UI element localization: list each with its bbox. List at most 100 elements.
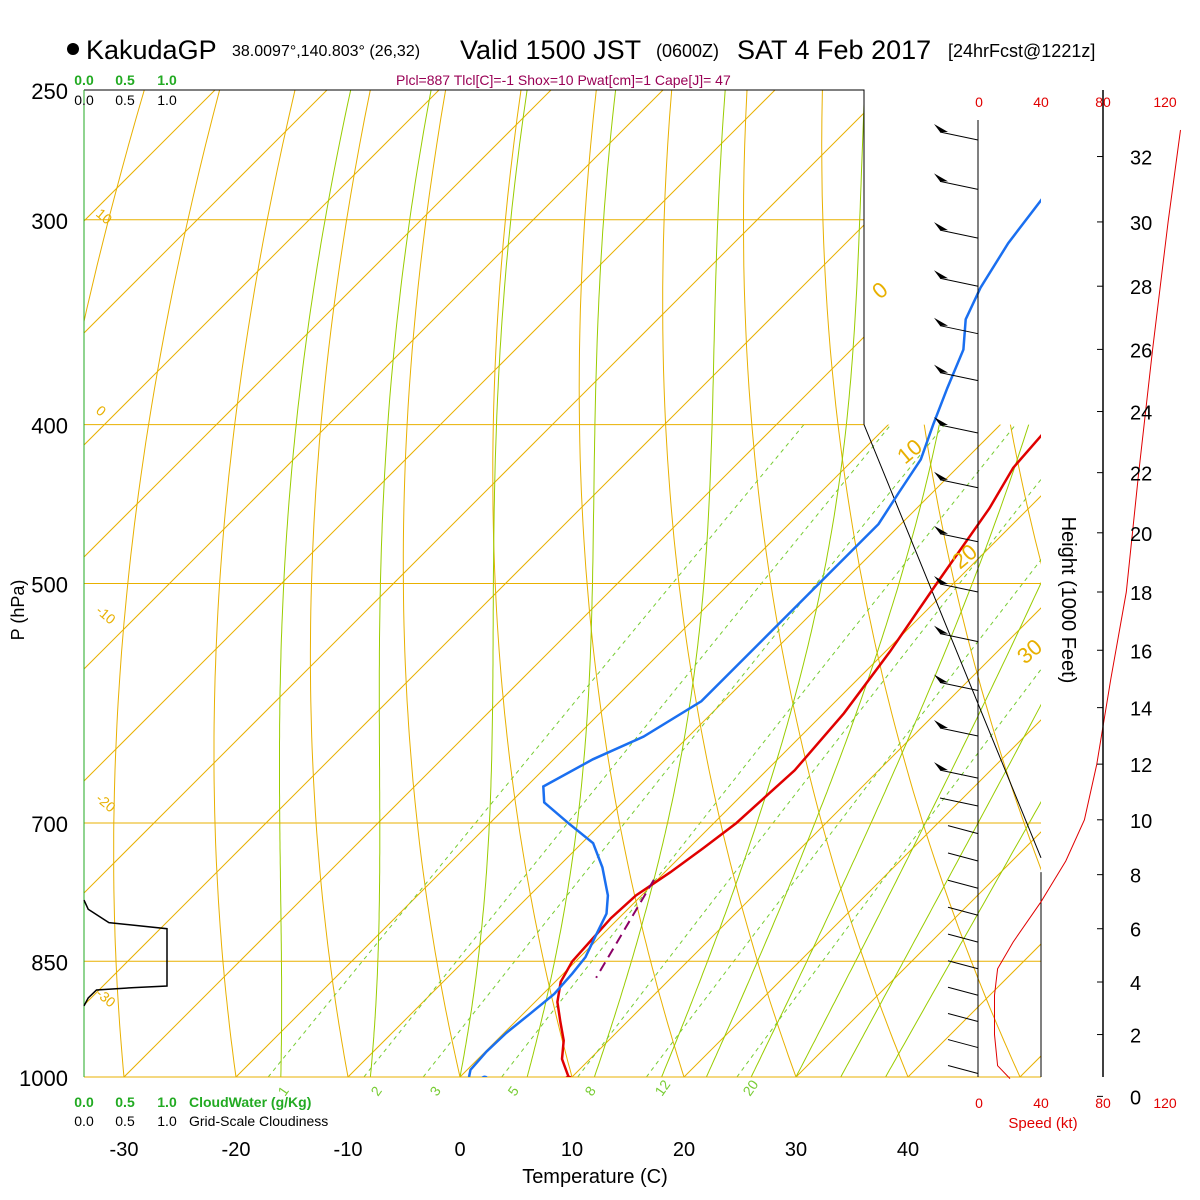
wind-barb — [939, 180, 979, 190]
cloud-water-label: CloudWater (g/Kg) — [189, 1094, 311, 1110]
height-tick-label: 28 — [1130, 277, 1152, 299]
cloudiness-scale-top-label: 1.0 — [157, 92, 177, 108]
temperature-tick-label: 30 — [785, 1139, 807, 1161]
moist-adiabat-label: 20 — [947, 539, 982, 574]
height-tick-label: 0 — [1130, 1087, 1141, 1109]
wind-barb — [939, 533, 979, 543]
wind-barb — [939, 633, 979, 643]
wind-barb — [939, 277, 979, 287]
zulu-time: (0600Z) — [656, 41, 719, 61]
pressure-tick-label: 500 — [31, 573, 68, 598]
y-axis-label: P (hPa) — [8, 580, 28, 641]
sounding-indices: Plcl=887 Tlcl[C]=-1 Shox=10 Pwat[cm]=1 C… — [396, 72, 731, 88]
mixing-ratio-line — [267, 424, 805, 1077]
wind-barb — [947, 1039, 979, 1049]
mixing-ratio-label: 20 — [739, 1077, 761, 1099]
moist-adiabat-line — [279, 90, 352, 1077]
temperature-tick-label: 10 — [561, 1139, 583, 1161]
height-tick-label: 16 — [1130, 641, 1152, 663]
sounding-series — [467, 198, 1041, 1077]
cloud-scale-top-label: 1.0 — [157, 72, 177, 88]
isotherm-line — [84, 90, 552, 558]
height-tick-label: 4 — [1130, 973, 1141, 995]
height-tick-label: 32 — [1130, 148, 1152, 170]
mixing-ratio-label: 2 — [367, 1083, 385, 1099]
wind-barb — [947, 1065, 979, 1074]
isotherm-line — [1019, 1055, 1041, 1077]
speed-bottom-label: 0 — [975, 1095, 983, 1111]
valid-date: SAT 4 Feb 2017 — [737, 35, 931, 65]
dry-adiabat-line — [492, 90, 573, 1077]
wind-barb — [939, 769, 979, 779]
wind-barb-flag — [934, 525, 948, 534]
cloud-scale-top-label: 0.0 — [74, 72, 94, 88]
cloud-scale-bottom-label: 0.0 — [74, 1094, 94, 1110]
surface-dewpoint-point — [481, 1075, 488, 1077]
cloudiness-scale-top-label: 0.0 — [74, 92, 94, 108]
valid-time: Valid 1500 JST — [460, 35, 641, 65]
dry-adiabat-line — [821, 90, 1021, 1077]
wind-barb — [939, 325, 979, 335]
moist-adiabat-line — [459, 90, 528, 1077]
wind-barb — [947, 825, 979, 835]
moist-adiabat-label: 30 — [1012, 634, 1047, 669]
wind-barb — [939, 479, 979, 489]
height-tick-label: 8 — [1130, 866, 1141, 888]
dry-adiabat-line — [309, 90, 371, 1077]
moist-adiabat-line — [526, 90, 617, 1077]
wind-barb-flag — [934, 124, 948, 133]
dry-adiabat-line — [742, 90, 909, 1077]
dry-adiabat-line — [578, 90, 685, 1077]
height-tick-label: 14 — [1130, 699, 1152, 721]
wind-barb-flag — [934, 674, 948, 683]
wind-barb-flag — [934, 471, 948, 480]
wind-barb — [947, 1013, 979, 1022]
x-axis-label: Temperature (C) — [522, 1166, 668, 1188]
wind-barb — [947, 906, 979, 916]
speed-bottom-label: 120 — [1153, 1095, 1177, 1111]
wind-barb — [939, 583, 979, 593]
dry-adiabat-label: -20 — [93, 790, 119, 815]
pressure-tick-label: 700 — [31, 812, 68, 837]
moist-adiabat-line — [795, 581, 1041, 1077]
station-dot-icon — [67, 43, 79, 55]
speed-bottom-label: 80 — [1095, 1095, 1111, 1111]
wind-barb — [939, 131, 979, 141]
series-line-temperature — [556, 433, 1041, 1077]
height-tick-label: 20 — [1130, 524, 1152, 546]
moist-adiabat-line — [593, 90, 726, 1077]
height-tick-label: 2 — [1130, 1026, 1141, 1048]
height-tick-label: 18 — [1130, 583, 1152, 605]
station-name: KakudaGP — [86, 35, 217, 65]
parcel-path-line — [595, 879, 655, 979]
moist-adiabat-line — [661, 90, 866, 1077]
temperature-tick-label: 20 — [673, 1139, 695, 1161]
isobars — [84, 219, 1041, 1078]
wind-speed-profile — [994, 129, 1181, 1079]
wind-speed-line — [994, 129, 1181, 1079]
moist-adiabat-line — [885, 801, 1041, 1077]
speed-axis-label: Speed (kt) — [1008, 1115, 1077, 1132]
frame-top — [84, 89, 865, 425]
temperature-tick-label: -10 — [334, 1139, 363, 1161]
height-axis-label: Height (1000 Feet) — [1057, 517, 1079, 684]
pressure-tick-label: 250 — [31, 79, 68, 104]
plot-frame — [83, 88, 1043, 1077]
wind-barb — [947, 852, 979, 862]
height-tick-label: 22 — [1130, 464, 1152, 486]
wind-barb-flag — [934, 575, 948, 584]
mixing-ratio-line — [577, 478, 1041, 1077]
wind-barb-flag — [934, 625, 948, 634]
pressure-tick-label: 850 — [31, 950, 68, 975]
height-tick-label: 10 — [1130, 811, 1152, 833]
mixing-ratio-label: 5 — [504, 1083, 522, 1099]
moist-adiabat-line — [840, 703, 1041, 1077]
cloud-profile — [83, 899, 168, 1007]
speed-top-label: 40 — [1033, 94, 1049, 110]
mixing-ratio-label: 12 — [651, 1077, 673, 1099]
cloud-scale-top-label: 0.5 — [115, 72, 135, 88]
temperature-tick-label: 40 — [897, 1139, 919, 1161]
speed-top-label: 0 — [975, 94, 983, 110]
moist-adiabat-label: 10 — [892, 434, 927, 469]
wind-barb — [939, 229, 979, 239]
